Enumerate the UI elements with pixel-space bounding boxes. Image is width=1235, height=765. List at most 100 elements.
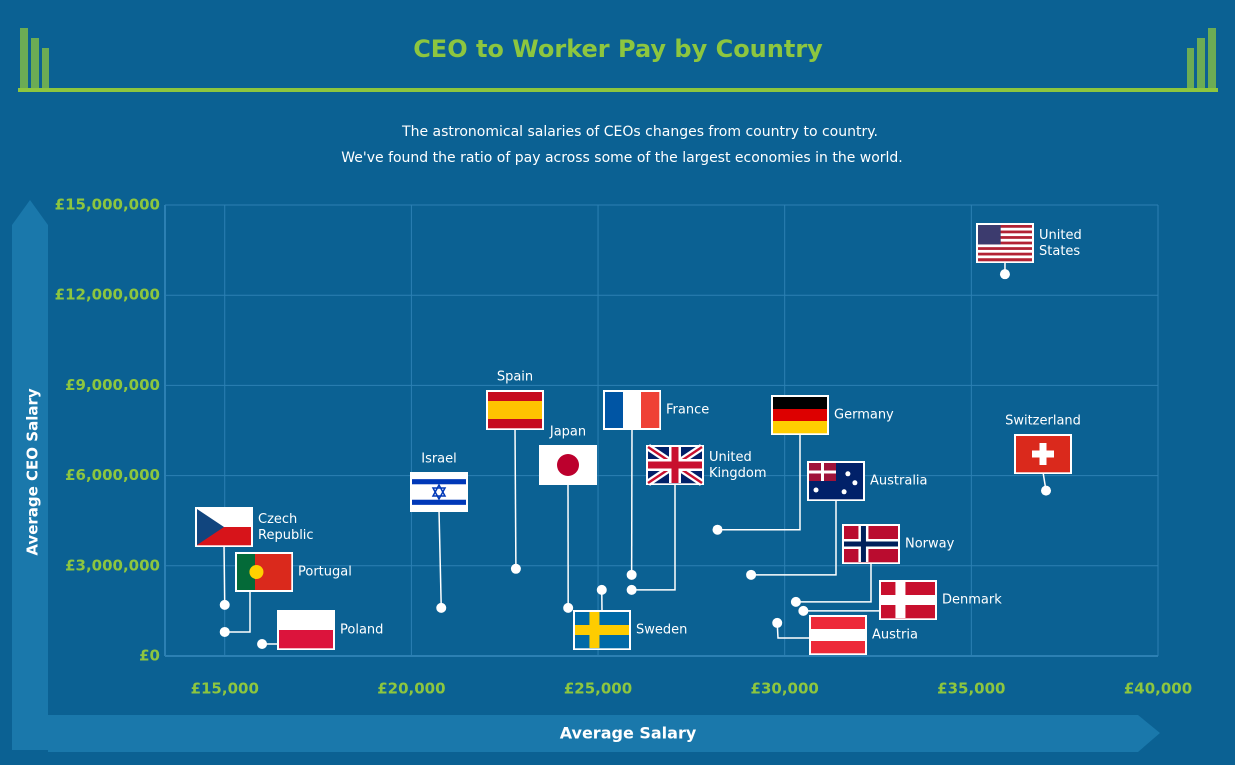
- flag-stripe: [978, 238, 1032, 242]
- country-group: Switzerland: [1005, 414, 1081, 496]
- country-label: Poland: [340, 623, 383, 638]
- country-label: Switzerland: [1005, 414, 1081, 429]
- label-line: United: [709, 450, 756, 465]
- flag-shape: [978, 225, 1001, 245]
- point: [712, 524, 723, 535]
- label-line: Czech: [258, 512, 301, 527]
- flag-stripe: [412, 504, 466, 511]
- flag-shape: [1039, 443, 1047, 465]
- flag-stripe: [773, 397, 827, 410]
- flag-shape: [589, 612, 600, 648]
- flag-stripe: [488, 401, 542, 411]
- flag-shape: [852, 480, 858, 486]
- x-axis-label: Average Salary: [560, 724, 697, 743]
- country-label: Spain: [497, 370, 533, 385]
- point: [746, 569, 757, 580]
- point: [790, 596, 801, 607]
- connector: [224, 590, 251, 633]
- y-arrow: [12, 200, 48, 750]
- country-group: Germany: [712, 395, 894, 535]
- connector: [776, 622, 811, 639]
- flag-stripe: [237, 554, 256, 590]
- label-line: States: [1039, 244, 1080, 259]
- subtitle: The astronomical salaries of CEOs change…: [401, 124, 878, 140]
- country-label: Portugal: [298, 565, 352, 580]
- flag-shape: [249, 565, 264, 579]
- flag-stripe: [978, 225, 1032, 229]
- y-tick-label: £12,000,000: [55, 286, 160, 304]
- flag-stripe: [273, 554, 292, 590]
- flag-stripe: [978, 247, 1032, 251]
- y-tick-label: £0: [139, 647, 160, 665]
- flag-stripe: [623, 392, 642, 428]
- point: [999, 269, 1010, 280]
- label-line: United: [1039, 228, 1086, 243]
- country-group: United Kingdom: [626, 444, 767, 595]
- flag-shape: [197, 509, 224, 545]
- connector: [751, 499, 837, 576]
- country-group: Sweden: [573, 584, 687, 650]
- flag-stripe: [488, 410, 542, 420]
- flag-stripe: [641, 392, 660, 428]
- country-group: Japan: [539, 425, 597, 613]
- country-label: France: [666, 403, 709, 418]
- country-group: Poland: [257, 610, 383, 650]
- country-group: United States: [976, 223, 1086, 280]
- country-label: Japan: [549, 425, 586, 440]
- label-line: Republic: [258, 528, 314, 543]
- country-group: Spain: [486, 370, 544, 574]
- flag-stripe: [773, 421, 827, 434]
- flag-stripe: [412, 484, 466, 490]
- flag-stripe: [978, 236, 1032, 240]
- country-label: Denmark: [942, 593, 1002, 608]
- subtitle: We've found the ratio of pay across some…: [341, 150, 903, 166]
- flag-stripe: [279, 630, 333, 649]
- flag-stripe: [978, 252, 1032, 256]
- flag-shape: [575, 625, 629, 635]
- country-group: France: [603, 390, 709, 580]
- connector: [514, 427, 517, 569]
- country-group: Australia: [746, 461, 928, 580]
- flag-stripe: [978, 233, 1032, 237]
- x-tick-label: £20,000: [377, 680, 445, 698]
- x-tick-label: £15,000: [191, 680, 259, 698]
- flag-stripe: [978, 227, 1032, 231]
- y-tick-label: £6,000,000: [65, 466, 160, 484]
- x-tick-label: £35,000: [937, 680, 1005, 698]
- country-label: Sweden: [636, 623, 687, 638]
- point: [219, 626, 230, 637]
- flag-stripe: [978, 230, 1032, 234]
- flag-stripe: [412, 494, 466, 501]
- country-label: Austria: [872, 628, 918, 643]
- point: [510, 563, 521, 574]
- flag-stripe: [488, 419, 542, 429]
- flag-shape: [844, 541, 898, 547]
- flag-stripe: [412, 479, 466, 485]
- country-group: Norway: [790, 524, 955, 607]
- flag-stripe: [488, 392, 542, 402]
- flag-stripe: [811, 641, 865, 654]
- flag-stripe: [412, 474, 466, 480]
- flag-stripe: [978, 258, 1032, 262]
- y-tick-label: £9,000,000: [65, 376, 160, 394]
- flag-shape: [881, 595, 935, 605]
- flag-shape: [860, 526, 866, 562]
- flag-stripe: [605, 392, 624, 428]
- y-tick-label: £3,000,000: [65, 556, 160, 574]
- y-tick-label: £15,000,000: [55, 196, 160, 214]
- flag-stripe: [412, 499, 466, 506]
- flag-shape: [813, 487, 819, 493]
- flag-stripe: [978, 241, 1032, 245]
- flag-stripe: [279, 612, 333, 631]
- flag-stripe: [773, 409, 827, 422]
- chart-title: CEO to Worker Pay by Country: [413, 35, 823, 63]
- flag-stripe: [978, 244, 1032, 248]
- country-label: United States: [1039, 228, 1086, 259]
- flag-shape: [557, 454, 579, 476]
- flag-stripe: [412, 489, 466, 495]
- flag-shape: [845, 471, 851, 477]
- flag-stripe: [811, 617, 865, 630]
- point: [596, 584, 607, 595]
